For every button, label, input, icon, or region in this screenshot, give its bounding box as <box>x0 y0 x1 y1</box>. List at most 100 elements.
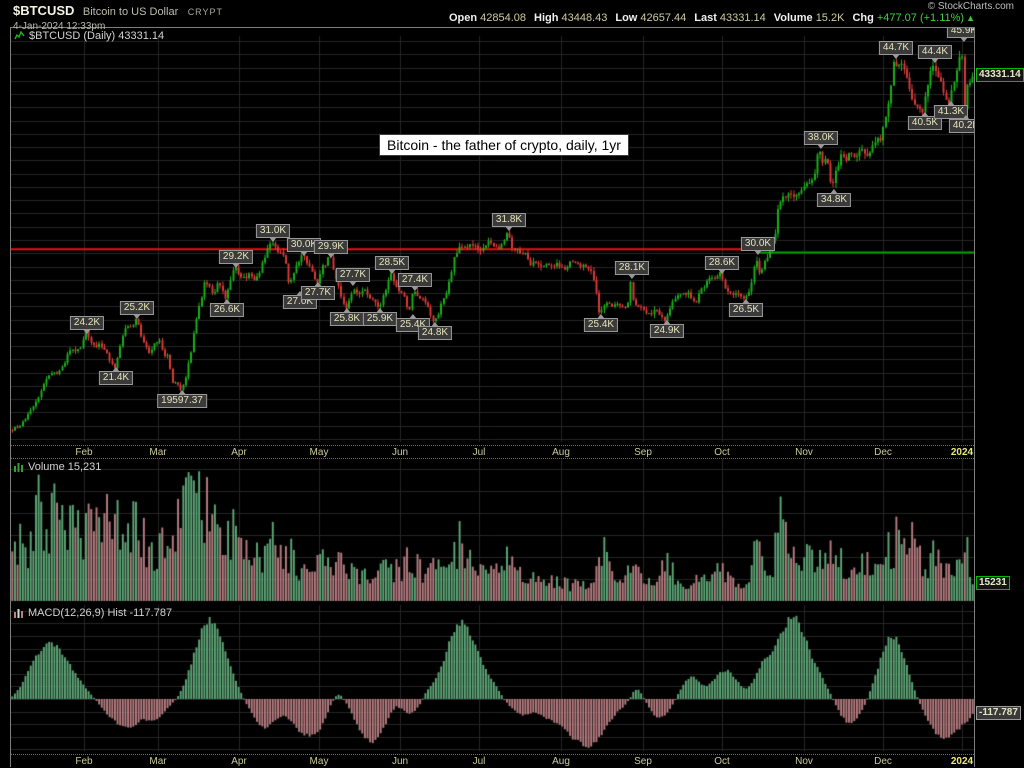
quote-volume: Volume 15.2K <box>774 12 845 24</box>
exchange-tag: CRYPT <box>187 7 224 17</box>
volume-panel: Volume 15,231 <box>11 459 974 604</box>
copyright: © StockCharts.com <box>927 1 1014 12</box>
chart-annotation: Bitcoin - the father of crypto, daily, 1… <box>379 134 629 156</box>
pointer-up-icon <box>430 322 439 327</box>
price-callout: 29.9K <box>313 240 349 258</box>
pointer-down-icon <box>348 281 357 286</box>
price-callout: 25.2K <box>119 301 155 319</box>
macd-panel: MACD(12,26,9) Hist -117.787 <box>11 605 974 753</box>
pointer-up-icon <box>946 101 955 106</box>
pointer-up-icon <box>313 282 322 287</box>
quote-bar: Open 42854.08 High 43448.43 Low 42657.44 La… <box>449 12 975 24</box>
last-label: Last <box>694 12 717 24</box>
month-label: Mar <box>149 447 167 458</box>
macd-histogram-canvas <box>11 605 974 753</box>
quote-high: High 43448.43 <box>534 12 607 24</box>
quote-last: Last 43331.14 <box>694 12 766 24</box>
price-callout: 24.2K <box>69 316 105 334</box>
pointer-down-icon <box>959 37 968 42</box>
price-callout: 41.3K <box>933 101 969 119</box>
symbol-description: Bitcoin to US Dollar <box>82 6 179 18</box>
volume-panel-title: Volume 15,231 <box>28 461 102 473</box>
price-callout: 44.7K <box>878 41 914 59</box>
price-callout: 25.4K <box>583 314 619 332</box>
pointer-down-icon <box>717 269 726 274</box>
pointer-down-icon <box>82 329 91 334</box>
price-callout: 27.7K <box>300 282 336 300</box>
month-label: 2024 <box>950 447 974 458</box>
month-label: Aug <box>552 756 570 767</box>
pointer-up-icon <box>222 299 231 304</box>
pointer-down-icon <box>816 144 825 149</box>
month-label: Jul <box>472 447 486 458</box>
month-label: Oct <box>714 756 730 767</box>
month-label: Mar <box>149 756 167 767</box>
quote-change: Chg +477.07 (+1.11%) ▲ <box>852 12 975 24</box>
quote-low: Low 42657.44 <box>615 12 686 24</box>
month-label: Jun <box>391 756 409 767</box>
pointer-up-icon <box>741 299 750 304</box>
pointer-down-icon <box>753 250 762 255</box>
pointer-up-icon <box>596 314 605 319</box>
symbol: $BTCUSD <box>13 3 75 18</box>
pointer-up-icon <box>408 314 417 319</box>
pointer-down-icon <box>326 253 335 258</box>
month-label: Jun <box>391 447 409 458</box>
price-callout: 28.1K <box>614 261 650 279</box>
bar-chart-icon <box>14 463 23 472</box>
pointer-down-icon <box>268 237 277 242</box>
price-callout: 24.8K <box>417 322 453 340</box>
price-callout: 40.5K <box>907 112 943 130</box>
pointer-up-icon <box>961 115 970 120</box>
month-label: Dec <box>874 756 892 767</box>
pointer-up-icon <box>111 367 120 372</box>
month-label: Apr <box>231 447 247 458</box>
volume-chart-canvas <box>11 459 974 604</box>
month-label: Dec <box>874 447 892 458</box>
pointer-up-icon <box>920 112 929 117</box>
histogram-icon <box>14 609 23 618</box>
price-callout: 28.5K <box>374 256 410 274</box>
month-label: May <box>309 756 329 767</box>
price-callout: 24.9K <box>649 320 685 338</box>
pointer-down-icon <box>891 54 900 59</box>
pointer-down-icon <box>627 274 636 279</box>
price-panel-title: $BTCUSD (Daily) 43331.14 <box>29 30 165 42</box>
pointer-up-icon <box>662 320 671 325</box>
month-label: Feb <box>75 756 93 767</box>
volume-label: Volume <box>773 12 813 24</box>
right-axis: 4600045000440004300042000410004000039000… <box>976 0 1024 768</box>
month-label: Sep <box>634 756 652 767</box>
month-label: Nov <box>795 447 813 458</box>
price-callout: 21.4K <box>98 367 134 385</box>
price-callout: 25.9K <box>362 308 398 326</box>
month-label: Aug <box>552 447 570 458</box>
high-label: High <box>534 12 559 24</box>
pointer-down-icon <box>231 263 240 268</box>
chart-frame: $BTCUSD (Daily) 43331.14 Bitcoin - the f… <box>10 27 975 768</box>
chg-label: Chg <box>852 12 874 24</box>
month-label: Oct <box>714 447 730 458</box>
symbol-line: $BTCUSD Bitcoin to US Dollar CRYPT <box>13 2 223 20</box>
pointer-up-icon <box>295 291 304 296</box>
price-callout: 19597.37 <box>157 390 207 408</box>
pointer-down-icon <box>410 286 419 291</box>
volume-value: 15.2K <box>815 12 845 24</box>
price-callout: 40.2K <box>948 115 974 133</box>
price-callout: 28.6K <box>704 256 740 274</box>
last-macd-badge: -117.787 <box>976 706 1021 720</box>
month-label: May <box>309 447 329 458</box>
price-callout: 45.9K <box>946 28 974 42</box>
high-value: 43448.43 <box>561 12 608 24</box>
candlestick-icon <box>14 31 25 40</box>
month-axis-top: Feb Mar Apr May Jun Jul Aug Sep Oct Nov Dec 2024 <box>11 445 974 459</box>
price-callout: 31.8K <box>491 213 527 231</box>
volume-panel-label: Volume 15,231 <box>14 461 101 473</box>
month-label: Jul <box>472 756 486 767</box>
chg-value: +477.07 (+1.11%) <box>876 12 965 24</box>
price-callout: 30.0K <box>286 238 322 256</box>
macd-panel-title: MACD(12,26,9) Hist -117.787 <box>28 607 173 619</box>
open-value: 42854.08 <box>480 12 527 24</box>
month-label: Apr <box>231 756 247 767</box>
low-value: 42657.44 <box>640 12 687 24</box>
